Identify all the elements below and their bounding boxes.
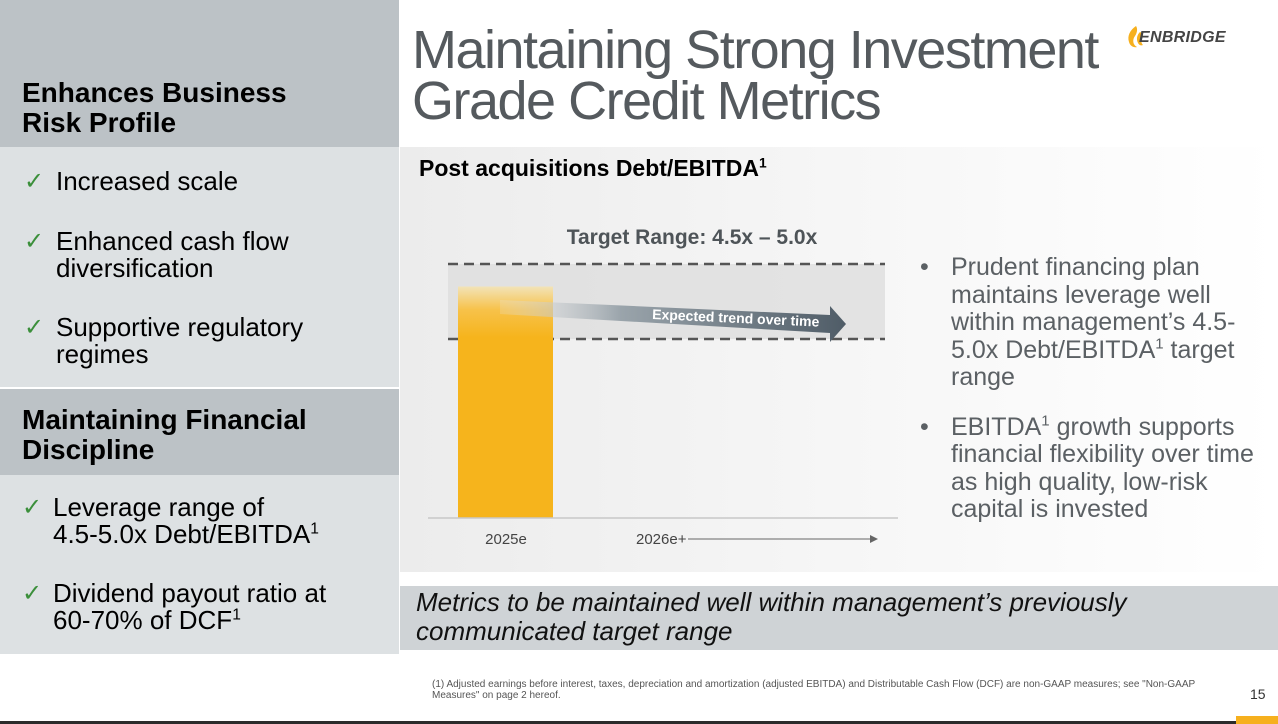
list-item-line: Supportive regulatory	[56, 312, 304, 342]
list-item-text: Increased scale	[56, 166, 239, 196]
page-number: 15	[1250, 686, 1266, 702]
enbridge-flame-icon	[1128, 26, 1143, 48]
title-line: Maintaining Strong Investment	[412, 20, 1099, 80]
title-line: Grade Credit Metrics	[412, 71, 882, 131]
bullet-text: growth supports financial flexibility ov…	[951, 412, 1254, 523]
section-body-business-risk	[0, 147, 399, 387]
bullet-text: Prudent financing plan maintains leverag…	[951, 253, 1236, 364]
footnote-marker: 1	[1155, 335, 1164, 353]
sidebar: Enhances Business Risk Profile ✓ Increas…	[0, 0, 399, 654]
bar-2025e	[458, 286, 553, 518]
list-item-line: Dividend payout ratio at	[53, 578, 327, 608]
footnote-marker: 1	[232, 606, 241, 624]
trend-arrow-label: Expected trend over time	[652, 306, 820, 330]
list-item-text: Supportive regulatory regimes	[56, 314, 386, 368]
summary-text: Metrics to be maintained well within man…	[416, 588, 1127, 646]
check-icon: ✓	[22, 494, 43, 521]
sidebar-footer-space	[0, 654, 399, 724]
bullet-item: • Prudent financing plan maintains lever…	[920, 253, 1260, 392]
list-item-line: regimes	[56, 339, 149, 369]
summary-line: Metrics to be maintained well within man…	[416, 587, 1127, 617]
logo-text: ENBRIDGE	[1139, 29, 1226, 46]
bottom-rule	[0, 721, 1278, 724]
footnote: (1) Adjusted earnings before interest, t…	[432, 679, 1195, 701]
list-item-line: 60-70% of DCF1	[53, 607, 383, 634]
expected-trend-arrow: Expected trend over time	[500, 300, 846, 342]
list-item-line: 4.5-5.0x Debt/EBITDA1	[53, 521, 383, 548]
bullet-marker: •	[920, 253, 929, 281]
list-item-line: Enhanced cash flow	[56, 226, 289, 256]
summary-banner: Metrics to be maintained well within man…	[400, 586, 1278, 650]
time-axis-arrow-head	[870, 535, 878, 543]
check-icon: ✓	[24, 314, 45, 341]
x-tick-label-2025e: 2025e	[485, 531, 527, 548]
list-item-text: Leverage range of 4.5-5.0x Debt/EBITDA1	[53, 494, 383, 548]
section-heading-business-risk: Enhances Business Risk Profile	[0, 0, 399, 147]
bullet-item: • EBITDA1 growth supports financial flex…	[920, 412, 1260, 524]
check-icon: ✓	[24, 168, 45, 195]
section-body-financial-discipline	[0, 475, 399, 654]
heading-line: Risk Profile	[22, 107, 177, 138]
target-range-label: Target Range: 4.5x – 5.0x	[567, 226, 818, 249]
heading-line: Enhances Business	[22, 77, 287, 108]
x-tick-label-2026e: 2026e+	[636, 531, 687, 548]
chart-title-text: Post acquisitions Debt/EBITDA	[419, 155, 759, 181]
check-icon: ✓	[22, 580, 43, 607]
corner-accent	[1236, 716, 1278, 724]
list-item-text: Dividend payout ratio at 60-70% of DCF1	[53, 580, 383, 634]
list-item-line: diversification	[56, 253, 214, 283]
bullet-text: EBITDA	[951, 412, 1042, 441]
debt-ebitda-chart: Target Range: 4.5x – 5.0x Expected trend…	[428, 226, 898, 548]
key-points: • Prudent financing plan maintains lever…	[920, 253, 1260, 546]
list-item-text: Enhanced cash flow diversification	[56, 228, 386, 282]
footnote-marker: 1	[758, 155, 767, 171]
page-title: Maintaining Strong Investment Grade Cred…	[412, 20, 1112, 131]
check-icon: ✓	[24, 228, 45, 255]
footnote-marker: 1	[1041, 412, 1050, 430]
section-heading-financial-discipline: Maintaining Financial Discipline	[0, 389, 399, 475]
footnote-marker: 1	[310, 520, 319, 538]
heading-line: Discipline	[22, 434, 155, 465]
chart-title: Post acquisitions Debt/EBITDA1	[419, 155, 767, 182]
list-item-line-text: 4.5-5.0x Debt/EBITDA	[53, 519, 311, 549]
heading-line: Maintaining Financial	[22, 404, 307, 435]
bullet-marker: •	[920, 412, 929, 441]
summary-line: communicated target range	[416, 616, 733, 646]
list-item-line: Leverage range of	[53, 492, 265, 522]
list-item-line-text: 60-70% of DCF	[53, 605, 233, 635]
enbridge-logo: ENBRIDGE	[1124, 24, 1244, 54]
bullet-text: target range	[951, 335, 1235, 391]
